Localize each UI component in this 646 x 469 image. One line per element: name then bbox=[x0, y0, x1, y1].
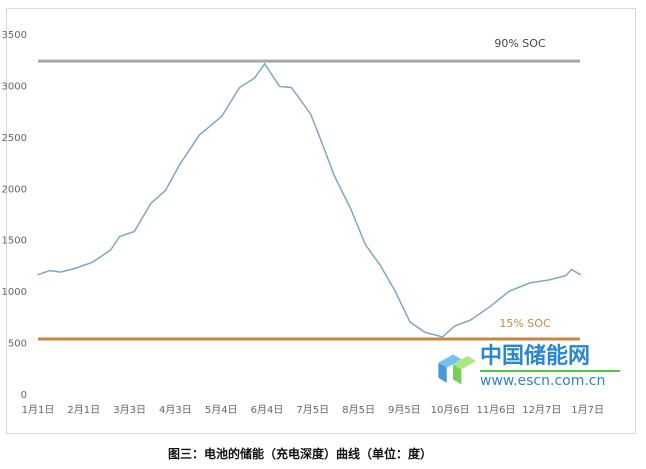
x-tick-label: 12月7日 bbox=[522, 404, 561, 416]
data-point bbox=[579, 274, 582, 276]
data-point bbox=[394, 290, 396, 292]
cube-logo-icon bbox=[438, 354, 476, 385]
x-tick-label: 9月5日 bbox=[388, 404, 421, 416]
x-tick-label: 1月1日 bbox=[22, 404, 55, 416]
data-point bbox=[49, 269, 51, 272]
y-tick-label: 3500 bbox=[2, 30, 27, 41]
data-point bbox=[424, 331, 426, 333]
data-point bbox=[529, 282, 531, 284]
data-point bbox=[92, 261, 94, 263]
data-point bbox=[74, 267, 76, 270]
data-point bbox=[290, 86, 293, 89]
reference-line-label: 15% SOC bbox=[499, 317, 551, 330]
y-tick-label: 1500 bbox=[2, 236, 27, 247]
data-point bbox=[350, 208, 352, 210]
data-point bbox=[238, 86, 241, 89]
series-line bbox=[37, 62, 581, 338]
y-tick-label: 1000 bbox=[2, 287, 27, 298]
y-tick-label: 3000 bbox=[2, 81, 27, 92]
data-point bbox=[198, 134, 201, 136]
data-point bbox=[59, 271, 61, 273]
data-point bbox=[379, 264, 381, 267]
x-tick-label: 10月6日 bbox=[431, 404, 470, 416]
x-tick-label: 7月5日 bbox=[296, 404, 329, 416]
data-point bbox=[110, 249, 112, 251]
data-point bbox=[548, 279, 550, 281]
watermark-text: 中国储能网 bbox=[480, 343, 591, 369]
x-tick-label: 2月1日 bbox=[67, 404, 100, 416]
data-point bbox=[179, 163, 181, 165]
chart-frame bbox=[6, 8, 636, 434]
x-tick-label: 6月4日 bbox=[251, 404, 284, 416]
data-point bbox=[570, 268, 573, 271]
data-point bbox=[489, 305, 491, 308]
data-point bbox=[264, 63, 266, 65]
x-tick-label: 8月5日 bbox=[342, 404, 375, 416]
watermark-divider bbox=[480, 370, 620, 372]
data-point bbox=[164, 189, 167, 191]
data-point bbox=[564, 275, 567, 277]
y-tick-label: 500 bbox=[8, 339, 27, 350]
data-point bbox=[221, 115, 223, 117]
x-tick-label: 1月7日 bbox=[571, 404, 604, 416]
data-point bbox=[508, 290, 510, 292]
data-point bbox=[333, 175, 335, 177]
chart-caption: 图三：电池的储能（充电深度）曲线（单位：度） bbox=[167, 447, 432, 461]
data-point bbox=[310, 113, 312, 115]
data-point bbox=[253, 77, 255, 79]
data-point bbox=[278, 85, 281, 88]
x-tick-label: 3月3日 bbox=[113, 404, 146, 416]
data-point bbox=[37, 274, 39, 276]
y-tick-label: 0 bbox=[21, 390, 27, 401]
data-point bbox=[453, 325, 456, 327]
data-point bbox=[409, 321, 411, 323]
y-tick-label: 2000 bbox=[2, 184, 27, 195]
x-tick-label: 5月4日 bbox=[205, 404, 238, 416]
data-point bbox=[470, 319, 472, 321]
soc-line-chart: 0 500 1000 1500 2000 2500 3000 3500 1月1日 2月1日 3月3日… bbox=[2, 30, 604, 416]
data-point bbox=[150, 203, 152, 205]
data-point bbox=[441, 336, 444, 338]
x-tick-label: 11月6日 bbox=[476, 404, 515, 416]
data-point bbox=[318, 136, 321, 138]
watermark-logo: 中国储能网 www.escn.com.cn bbox=[430, 344, 630, 394]
x-tick-label: 4月3日 bbox=[159, 404, 192, 416]
data-point bbox=[118, 236, 121, 238]
data-point bbox=[364, 244, 367, 246]
reference-line-label: 90% SOC bbox=[494, 37, 546, 50]
watermark-url: www.escn.com.cn bbox=[480, 373, 606, 389]
data-point bbox=[133, 230, 135, 233]
y-tick-label: 2500 bbox=[2, 133, 27, 144]
